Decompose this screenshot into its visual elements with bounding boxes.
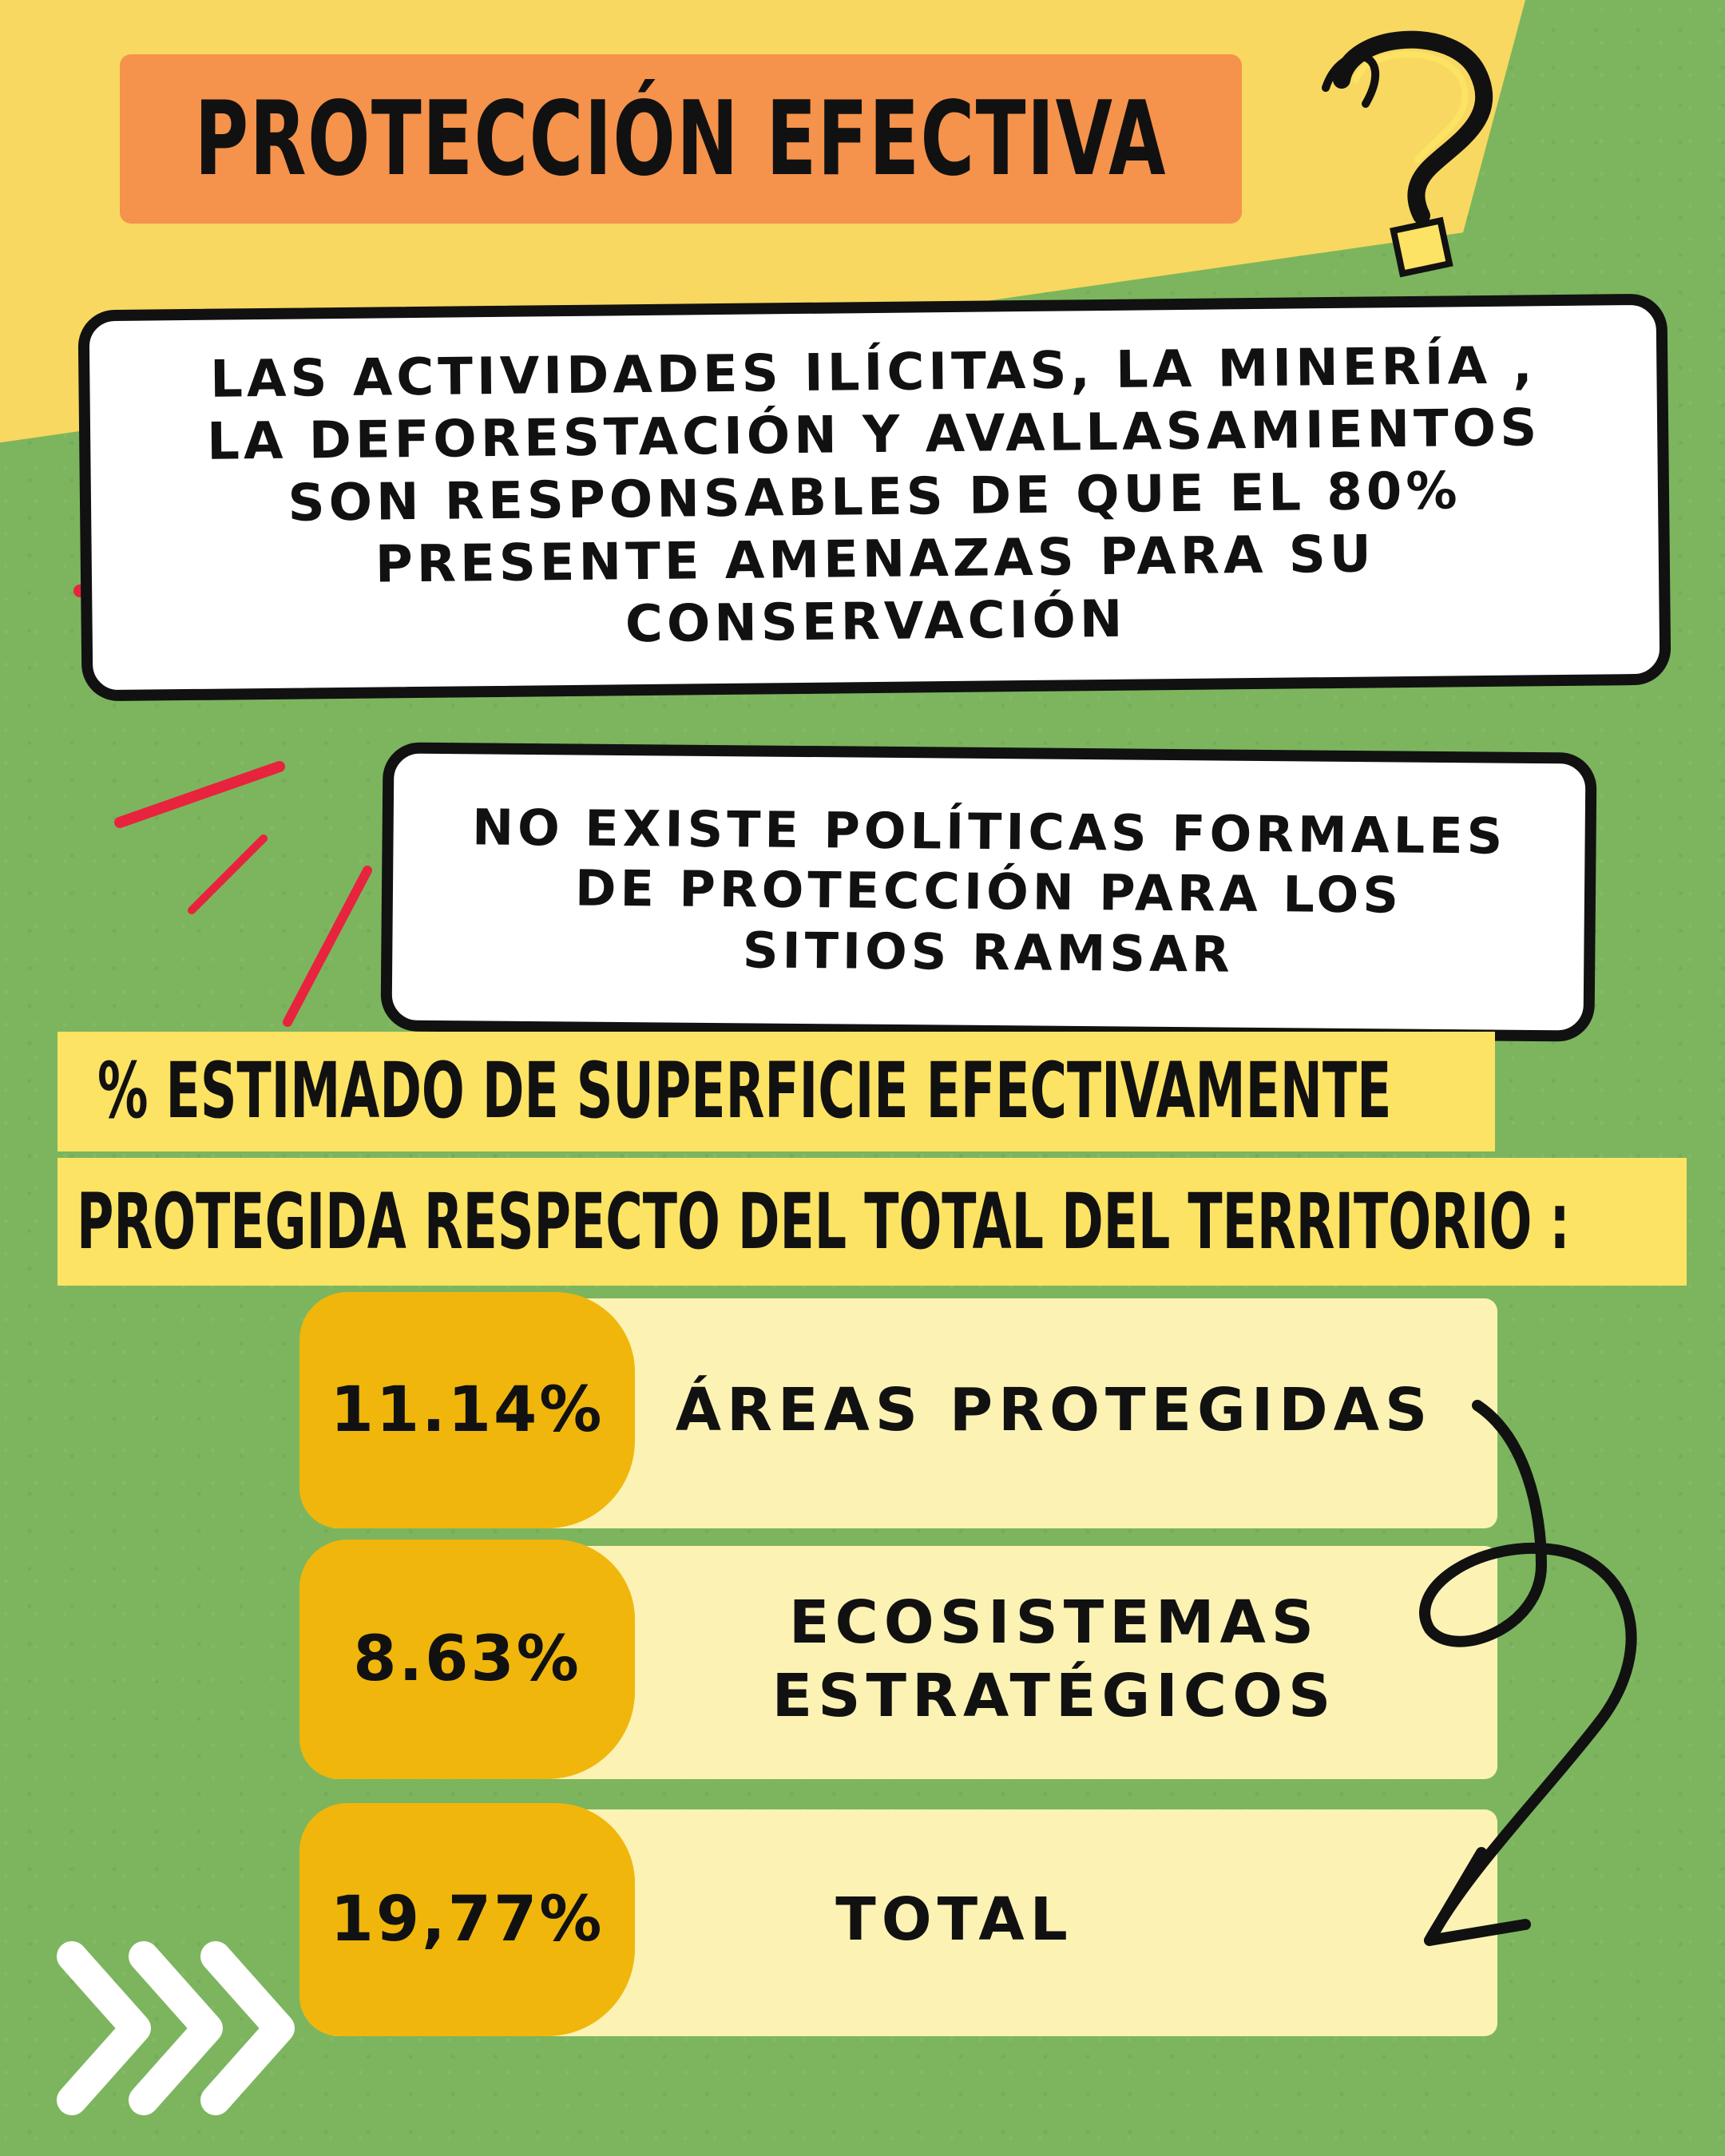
- stat-label-line: TOTAL: [835, 1885, 1073, 1954]
- stat-label: TOTAL: [643, 1803, 1465, 2036]
- page-title: PROTECCIÓN EFECTIVA: [194, 79, 1168, 199]
- statement-box-policies: NO EXISTE POLÍTICAS FORMALES DE PROTECCI…: [380, 742, 1597, 1042]
- statement-line: NO EXISTE POLÍTICAS FORMALES: [471, 797, 1507, 866]
- stat-label: ÁREAS PROTEGIDAS: [643, 1292, 1465, 1528]
- stat-row-total: 19,77% TOTAL: [299, 1803, 1497, 2036]
- curved-arrow-icon: [1419, 1400, 1637, 1946]
- heading-line-1: % ESTIMADO DE SUPERFICIE EFECTIVAMENTE: [97, 1046, 1392, 1135]
- stat-value-badge: 11.14%: [299, 1292, 635, 1528]
- stat-value-badge: 8.63%: [299, 1540, 635, 1779]
- statement-line: DE PROTECCIÓN PARA LOS: [574, 858, 1403, 925]
- red-stroke-icon: [114, 761, 372, 1027]
- stat-row-strategic-ecosystems: 8.63% ECOSISTEMAS ESTRATÉGICOS: [299, 1540, 1497, 1779]
- heading-highlight-2: PROTEGIDA RESPECTO DEL TOTAL DEL TERRITO…: [58, 1158, 1687, 1286]
- stat-label-line: ÁREAS PROTEGIDAS: [675, 1375, 1434, 1445]
- statement-threats-text: LAS ACTIVIDADES ILÍCITAS, LA MINERÍA , L…: [206, 335, 1543, 660]
- stat-label-line: ESTRATÉGICOS: [771, 1662, 1337, 1730]
- stat-value: 19,77%: [330, 1884, 605, 1956]
- stat-value-badge: 19,77%: [299, 1803, 635, 2036]
- stat-label: ECOSISTEMAS ESTRATÉGICOS: [643, 1540, 1465, 1779]
- title-banner: PROTECCIÓN EFECTIVA: [120, 54, 1242, 224]
- stat-label-line: ECOSISTEMAS: [788, 1587, 1320, 1657]
- statement-policies-text: NO EXISTE POLÍTICAS FORMALES DE PROTECCI…: [470, 797, 1507, 987]
- heading-highlight-1: % ESTIMADO DE SUPERFICIE EFECTIVAMENTE: [58, 1032, 1495, 1151]
- statement-line: SITIOS RAMSAR: [742, 921, 1235, 984]
- heading-line-2: PROTEGIDA RESPECTO DEL TOTAL DEL TERRITO…: [77, 1177, 1570, 1266]
- stat-value: 11.14%: [330, 1374, 605, 1446]
- stat-row-protected-areas: 11.14% ÁREAS PROTEGIDAS: [299, 1292, 1497, 1528]
- statement-box-threats: LAS ACTIVIDADES ILÍCITAS, LA MINERÍA , L…: [77, 293, 1671, 702]
- chevron-right-icon: [57, 1941, 295, 2115]
- stat-value: 8.63%: [353, 1623, 581, 1695]
- question-mark-icon: [1322, 30, 1493, 278]
